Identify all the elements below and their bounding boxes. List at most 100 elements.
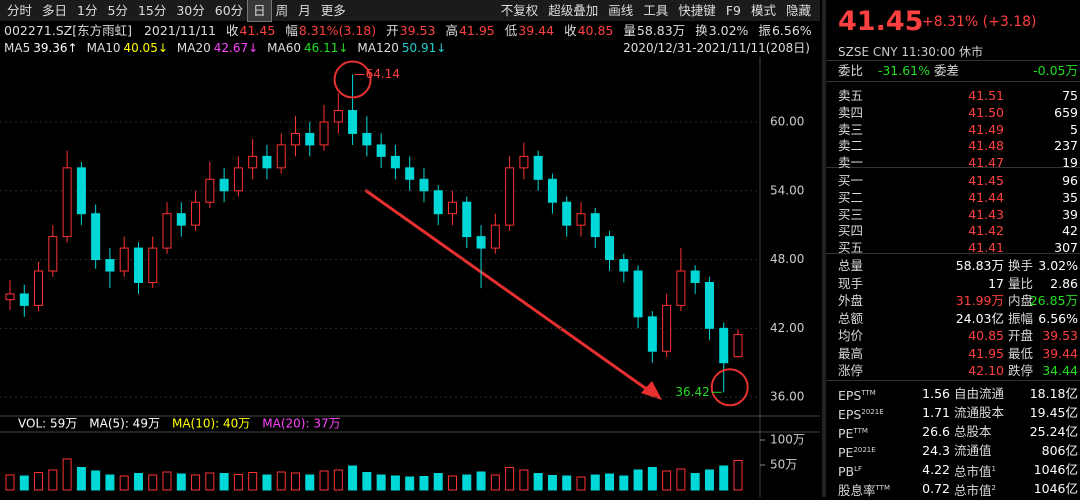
ma-value: 50.91↓: [401, 41, 447, 55]
volume-bar: [576, 476, 586, 491]
order-price: 41.43: [968, 206, 1004, 222]
volume-bar: [333, 469, 343, 491]
tab[interactable]: 30分: [176, 3, 205, 18]
info-row: 002271.SZ[东方雨虹] 2021/11/11 收41.45 幅8.31%(3.…: [4, 22, 835, 40]
candle-body: [647, 316, 657, 352]
info-label: 换: [695, 23, 708, 38]
candle-body: [148, 247, 158, 283]
stat-value: 40.85: [968, 328, 1004, 343]
volume-bar: [48, 469, 58, 491]
volume-bar: [305, 474, 315, 491]
order-label: 卖四: [838, 104, 864, 120]
meta: SZSE CNY 11:30:00 休市: [838, 45, 984, 59]
volume-bar: [419, 476, 429, 491]
tab[interactable]: 更多: [320, 3, 346, 18]
order-label: 买五: [838, 240, 864, 256]
order-label: 卖一: [838, 155, 864, 171]
order-volume: 42: [1062, 223, 1078, 239]
candle-body: [76, 167, 86, 215]
candle-body: [590, 213, 600, 238]
stat-value: 31.99万: [955, 293, 1004, 308]
stat-row: 均价 40.85 开盘 39.53: [838, 326, 1078, 345]
tool[interactable]: 不复权: [500, 3, 539, 18]
order-label: 卖五: [838, 88, 864, 103]
quote-panel: 41.45 +8.31% (+3.18) SZSE CNY 11:30:00 休…: [822, 0, 1080, 500]
tool[interactable]: 画线: [608, 3, 634, 18]
fund-value: 0.72: [922, 481, 950, 496]
info-value: 40.85: [577, 23, 614, 38]
volume-bar: [191, 474, 201, 491]
tool[interactable]: 超级叠加: [548, 3, 599, 18]
fund-row: PE2021E 24.3 流通值 806亿: [838, 441, 1078, 460]
volume-bar: [704, 469, 714, 491]
volume-bar: [148, 474, 158, 491]
stat-value: 6.56%: [1038, 310, 1078, 326]
toolbar: 分时 多日 1分 5分 15分 30分 60分日周月更多 不复权 超级叠加 画线 工具 快捷键 F9 模式…: [0, 0, 820, 22]
order-volume: 35: [1062, 189, 1078, 205]
candle-body: [376, 144, 386, 157]
stat-row: 总量 58.83万 换手 3.02%: [838, 256, 1078, 275]
tool[interactable]: 模式: [750, 3, 776, 18]
tool[interactable]: 快捷键: [678, 3, 716, 18]
fund-label-sup: 2021E: [853, 446, 876, 454]
volume-bar: [133, 473, 143, 491]
value: -31.61%: [877, 63, 930, 78]
candle-body: [576, 213, 586, 226]
fund-label: PETTM: [838, 422, 868, 443]
candle-body: [348, 110, 358, 134]
tool[interactable]: 工具: [643, 3, 669, 18]
order-row: 卖四 41.50 659: [838, 103, 1078, 122]
order-price: 41.48: [968, 138, 1004, 154]
fund-label-sup: TTM: [853, 427, 868, 435]
candle-body: [305, 132, 315, 146]
tab[interactable]: 5分: [107, 3, 128, 18]
tab[interactable]: 分时: [7, 3, 33, 18]
tab[interactable]: 15分: [137, 3, 167, 18]
stat-label: 涨停: [838, 363, 864, 378]
tab[interactable]: 60分: [214, 3, 244, 18]
ma-row: MA5 39.36↑ MA10 40.05↓ MA20 42.67↓ MA60 46.11↓ M…: [4, 40, 455, 57]
stat-value: 58.83万: [955, 258, 1004, 273]
tab[interactable]: 日: [247, 0, 272, 22]
fund-row: PBLF 4.22 总市值1 1046亿: [838, 460, 1078, 479]
tab[interactable]: 月: [298, 3, 311, 18]
stat-label: 振幅: [1008, 310, 1034, 326]
tab[interactable]: 周: [275, 3, 289, 18]
highlight-circle: [333, 60, 372, 99]
tab[interactable]: 多日: [42, 3, 68, 18]
volume-bar: [533, 473, 543, 491]
vol-tick-label: 100万: [770, 433, 805, 447]
value: -0.05万: [1033, 63, 1078, 78]
stat-value: 42.10: [968, 363, 1004, 378]
fund-label: 流通值: [954, 441, 992, 460]
order-label: 买一: [838, 173, 864, 188]
volume-bar: [605, 473, 615, 491]
order-row: 买三 41.43 39: [838, 205, 1078, 224]
order-volume: 96: [1062, 173, 1078, 188]
volume-bar: [647, 467, 657, 491]
fund-row: EPSTTM 1.56 自由流通 18.18亿: [838, 384, 1078, 403]
candle-body: [276, 144, 286, 169]
candle-body: [390, 155, 400, 169]
fund-value: 24.3: [922, 443, 950, 458]
fund-label: 总市值1: [954, 460, 996, 481]
vol-header: MA(5): 49万: [89, 417, 160, 431]
order-price: 41.45: [968, 173, 1004, 188]
order-row: 买四 41.42 42: [838, 221, 1078, 240]
tab[interactable]: 1分: [77, 3, 98, 18]
tool[interactable]: F9: [725, 3, 741, 18]
candle-body: [362, 132, 372, 146]
fund-label-text: 总市值: [954, 464, 992, 480]
fund-label: 股息率TTM: [838, 479, 890, 500]
ma-name: MA20: [176, 41, 211, 55]
info-value: 8.31%(3.18): [298, 23, 377, 38]
fund-value: 25.24亿: [1029, 424, 1078, 439]
tool[interactable]: 隐藏: [785, 3, 811, 18]
volume-bar: [34, 472, 44, 491]
chart: 36.00 42.00 48.00 54.00 60.00 50万 100万 VOL: 59万…: [0, 57, 820, 497]
info-label: 量: [623, 23, 636, 38]
order-label: 买三: [838, 206, 864, 222]
volume-bar: [162, 471, 172, 491]
stat-value: 34.44: [1042, 363, 1078, 378]
